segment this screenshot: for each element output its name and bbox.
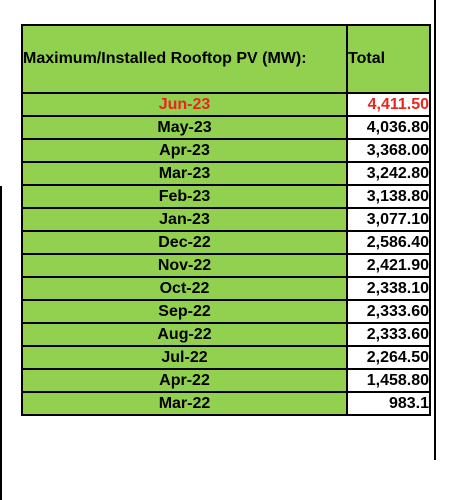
header-row: Maximum/Installed Rooftop PV (MW): Total <box>21 24 431 94</box>
total-cell: 1,458.80 <box>346 368 431 393</box>
table-row: Feb-23 3,138.80 <box>21 184 431 209</box>
total-cell: 3,242.80 <box>346 161 431 186</box>
table-row: Aug-22 2,333.60 <box>21 322 431 347</box>
table-row: Mar-22 983.1 <box>21 391 431 416</box>
total-cell: 2,333.60 <box>346 299 431 324</box>
month-cell: Jul-22 <box>21 345 348 370</box>
total-cell: 2,586.40 <box>346 230 431 255</box>
table-row: Mar-23 3,242.80 <box>21 161 431 186</box>
total-cell: 3,368.00 <box>346 138 431 163</box>
month-cell: Apr-23 <box>21 138 348 163</box>
table-row: Apr-22 1,458.80 <box>21 368 431 393</box>
total-cell: 2,421.90 <box>346 253 431 278</box>
table-row: Apr-23 3,368.00 <box>21 138 431 163</box>
month-cell: Jun-23 <box>21 92 348 117</box>
table-row: Nov-22 2,421.90 <box>21 253 431 278</box>
month-cell: Nov-22 <box>21 253 348 278</box>
month-cell: Mar-23 <box>21 161 348 186</box>
month-cell: Oct-22 <box>21 276 348 301</box>
total-cell: 4,036.80 <box>346 115 431 140</box>
table-row: Jul-22 2,264.50 <box>21 345 431 370</box>
total-cell: 3,138.80 <box>346 184 431 209</box>
month-cell: Apr-22 <box>21 368 348 393</box>
table-row: Dec-22 2,586.40 <box>21 230 431 255</box>
total-cell: 2,338.10 <box>346 276 431 301</box>
month-cell: Sep-22 <box>21 299 348 324</box>
month-cell: Feb-23 <box>21 184 348 209</box>
rooftop-pv-table: Maximum/Installed Rooftop PV (MW): Total… <box>21 24 431 416</box>
table-row: Sep-22 2,333.60 <box>21 299 431 324</box>
month-cell: Dec-22 <box>21 230 348 255</box>
month-cell: May-23 <box>21 115 348 140</box>
table-row: May-23 4,036.80 <box>21 115 431 140</box>
header-total-cell: Total <box>346 24 431 94</box>
total-cell: 2,333.60 <box>346 322 431 347</box>
table-row: Jun-23 4,411.50 <box>21 92 431 117</box>
table-row: Oct-22 2,338.10 <box>21 276 431 301</box>
table-row: Jan-23 3,077.10 <box>21 207 431 232</box>
total-cell: 3,077.10 <box>346 207 431 232</box>
right-border-line <box>434 0 436 460</box>
left-border-line <box>0 186 2 500</box>
total-cell: 2,264.50 <box>346 345 431 370</box>
total-cell: 983.1 <box>346 391 431 416</box>
total-cell: 4,411.50 <box>346 92 431 117</box>
month-cell: Mar-22 <box>21 391 348 416</box>
month-cell: Jan-23 <box>21 207 348 232</box>
month-cell: Aug-22 <box>21 322 348 347</box>
header-label-cell: Maximum/Installed Rooftop PV (MW): <box>21 24 348 94</box>
